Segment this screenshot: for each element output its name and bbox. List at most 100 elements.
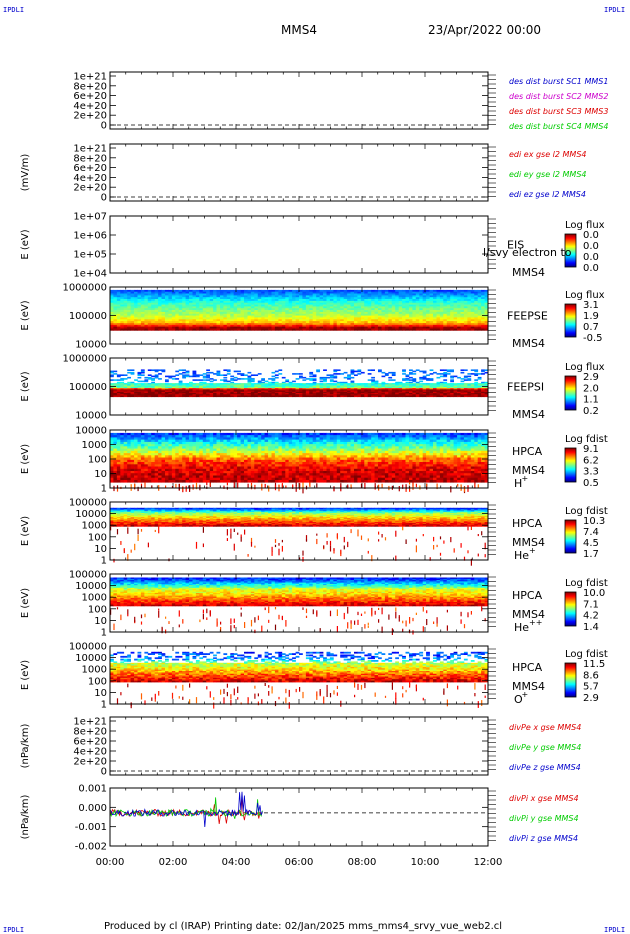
heatmap-cell [467, 390, 472, 393]
heatmap-cell [309, 291, 314, 294]
heatmap-cell [433, 306, 437, 309]
heatmap-cell [154, 313, 159, 316]
heatmap-cell [371, 324, 375, 327]
heatmap-cell [140, 304, 145, 307]
heatmap-cell [254, 302, 259, 305]
heatmap-cell [240, 302, 245, 305]
heatmap-cell [120, 374, 125, 376]
heatmap-cell [426, 289, 430, 293]
heatmap-cell [409, 395, 413, 398]
heatmap-cell [137, 386, 142, 389]
heatmap-cell [415, 323, 420, 326]
heatmap-cell [412, 315, 417, 318]
heatmap-cell [467, 385, 472, 388]
heatmap-cell [477, 291, 482, 294]
heatmap-cell [226, 380, 231, 383]
y-tick-label: 1e+21 [73, 72, 107, 83]
heatmap-cell [398, 295, 403, 298]
heatmap-cell [367, 393, 372, 395]
heatmap-cell [168, 459, 173, 463]
heatmap-cell [312, 326, 317, 329]
heatmap-cell [144, 383, 149, 385]
heatmap-cell [433, 291, 437, 294]
heatmap-cell [463, 295, 468, 298]
heatmap-cell [206, 386, 210, 389]
heatmap-cell [443, 310, 448, 313]
heatmap-cell [477, 326, 482, 329]
heatmap-cell [154, 437, 159, 440]
heatmap-cell [247, 311, 252, 315]
heatmap-cell [175, 326, 180, 329]
heatmap-cell [120, 319, 125, 322]
heatmap-cell [419, 319, 424, 322]
heatmap-cell [299, 324, 303, 327]
heatmap-cell [257, 302, 262, 305]
heatmap-cell [319, 291, 324, 294]
heatmap-cell [140, 446, 145, 449]
heatmap-cell [168, 297, 173, 300]
heatmap-cell [130, 439, 135, 443]
heatmap-cell [244, 310, 248, 313]
heatmap-cell [433, 315, 437, 318]
heatmap-cell [450, 308, 454, 311]
heatmap-cell [443, 323, 448, 326]
heatmap-cell [168, 326, 173, 329]
heatmap-cell [168, 395, 173, 398]
heatmap-cell [477, 311, 482, 315]
heatmap-cell [192, 375, 197, 378]
heatmap-cell [474, 306, 479, 309]
heatmap-cell [415, 328, 420, 331]
heatmap-cell [154, 328, 159, 331]
heatmap-cell [419, 395, 424, 398]
heatmap-cell [446, 395, 451, 398]
heatmap-cell [381, 304, 386, 307]
heatmap-cell [147, 289, 152, 293]
heatmap-cell [299, 319, 303, 322]
heatmap-cell [329, 379, 334, 381]
heatmap-cell [130, 319, 135, 322]
heatmap-cell [329, 302, 334, 305]
heatmap-cell [244, 395, 248, 398]
heatmap-cell [367, 302, 372, 305]
heatmap-cell [230, 317, 235, 320]
heatmap-cell [422, 319, 427, 322]
heatmap-cell [384, 323, 389, 326]
heatmap-cell [412, 295, 417, 298]
heatmap-cell [439, 289, 444, 293]
heatmap-cell [254, 326, 259, 329]
heatmap-cell [137, 313, 142, 316]
heatmap-cell [110, 466, 114, 470]
heatmap-cell [357, 321, 362, 324]
heatmap-cell [371, 300, 375, 304]
heatmap-cell [378, 324, 382, 327]
heatmap-cell [288, 304, 293, 307]
heatmap-cell [130, 389, 135, 391]
heatmap-cell [189, 381, 193, 384]
heatmap-cell [305, 302, 310, 305]
heatmap-cell [402, 324, 406, 327]
heatmap-cell [120, 386, 125, 389]
heatmap-cell [161, 383, 166, 385]
heatmap-cell [329, 386, 334, 389]
heatmap-cell [147, 306, 152, 309]
heatmap-cell [189, 293, 193, 296]
heatmap-cell [360, 385, 365, 388]
heatmap-cell [460, 394, 465, 396]
heatmap-cell [388, 304, 393, 307]
heatmap-cell [357, 317, 362, 320]
heatmap-cell [340, 395, 344, 398]
heatmap-cell [165, 395, 169, 398]
heatmap-cell [171, 383, 176, 385]
heatmap-cell [299, 311, 303, 315]
heatmap-cell [409, 381, 413, 384]
heatmap-cell [422, 370, 427, 373]
heatmap-cell [484, 389, 489, 391]
heatmap-cell [378, 369, 382, 371]
heatmap-cell [116, 448, 121, 452]
heatmap-cell [223, 391, 228, 394]
heatmap-cell [436, 391, 441, 394]
heatmap-cell [433, 302, 437, 305]
heatmap-cell [309, 326, 314, 329]
heatmap-cell [240, 373, 245, 375]
heatmap-cell [357, 326, 362, 329]
